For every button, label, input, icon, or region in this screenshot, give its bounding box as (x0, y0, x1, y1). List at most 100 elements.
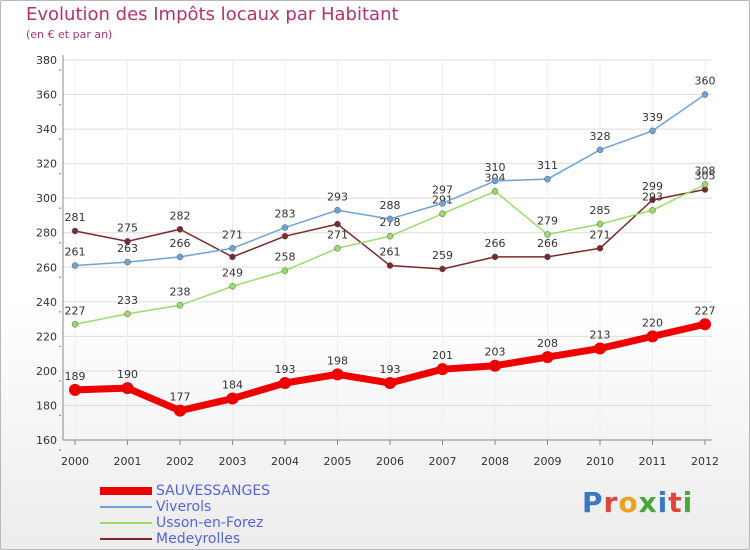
data-point (544, 231, 551, 238)
x-tick-label: 2011 (639, 455, 667, 468)
data-label: 203 (485, 346, 506, 359)
data-point (646, 330, 659, 343)
data-label: 328 (590, 130, 611, 143)
data-point (544, 175, 551, 183)
data-point (384, 377, 396, 389)
data-label: 297 (432, 183, 453, 196)
minor-tick (59, 276, 61, 279)
minor-tick (59, 69, 61, 71)
data-label: 213 (590, 328, 611, 341)
proxiti-logo: Proxiti (582, 486, 693, 519)
data-point (489, 359, 501, 372)
data-label: 360 (695, 75, 716, 88)
data-point (281, 224, 289, 231)
data-label: 190 (117, 368, 138, 381)
x-tick-label: 2003 (219, 455, 247, 468)
data-point (649, 207, 656, 214)
data-label: 227 (65, 304, 86, 317)
x-tick-label: 2012 (691, 455, 719, 468)
data-point (124, 310, 131, 318)
data-label: 259 (432, 249, 453, 262)
data-point (386, 232, 394, 240)
legend-label: Usson-en-Forez (156, 515, 264, 531)
data-label: 293 (327, 190, 348, 203)
data-point (541, 351, 554, 364)
data-label: 198 (327, 354, 348, 367)
x-tick-label: 2009 (534, 455, 562, 468)
data-point (176, 302, 184, 309)
chart-title: Evolution des Impôts locaux par Habitant (26, 4, 399, 25)
data-label: 293 (642, 190, 663, 203)
data-point (386, 262, 394, 269)
data-label: 282 (170, 209, 191, 222)
data-label: 193 (380, 363, 401, 376)
data-point (71, 262, 79, 269)
minor-tick (59, 311, 61, 313)
data-point (176, 253, 184, 261)
logo-letter: r (603, 486, 619, 519)
data-label: 271 (590, 228, 611, 241)
legend-swatch (100, 506, 152, 508)
logo-letter: P (582, 486, 604, 519)
data-point (229, 253, 236, 261)
data-label: 308 (695, 164, 716, 177)
data-point (334, 245, 341, 252)
data-point (701, 181, 709, 188)
y-tick-label: 180 (36, 399, 57, 412)
data-point (491, 188, 499, 195)
y-tick-label: 260 (36, 261, 57, 274)
minor-tick (59, 138, 61, 140)
data-label: 258 (275, 251, 296, 264)
legend-label: SAUVESSANGES (156, 483, 271, 499)
data-point (491, 177, 499, 185)
data-point (121, 382, 134, 395)
data-label: 208 (537, 337, 558, 350)
x-tick-label: 2007 (429, 455, 457, 468)
legend-item: Usson-en-Forez (100, 515, 360, 531)
data-point (544, 253, 551, 261)
data-point (596, 220, 604, 228)
data-point (386, 215, 394, 223)
line-chart: 160 180 200 220 240 260 280 300 320 340 360 380 2000… (36, 54, 719, 468)
data-point (596, 146, 604, 154)
data-label: 281 (65, 211, 86, 224)
data-label: 189 (65, 370, 86, 383)
data-point (334, 220, 341, 228)
data-point (436, 363, 449, 376)
x-tick-label: 2001 (114, 455, 142, 468)
x-tick-label: 2008 (481, 455, 509, 468)
y-tick-label: 380 (36, 54, 57, 67)
y-tick-label: 340 (36, 123, 57, 136)
data-label: 299 (642, 180, 663, 193)
y-tick-label: 220 (36, 330, 57, 343)
legend-item: Medeyrolles (100, 531, 360, 547)
data-label: 238 (170, 285, 191, 298)
x-tick-label: 2002 (166, 455, 194, 468)
data-label: 266 (170, 237, 191, 250)
legend-swatch (100, 487, 152, 495)
data-point (649, 196, 656, 204)
x-tick-label: 2006 (376, 455, 404, 468)
data-label: 261 (65, 246, 86, 259)
minor-tick (59, 414, 61, 417)
data-label: 275 (117, 221, 138, 234)
logo-letter: o (618, 486, 639, 519)
data-label: 266 (485, 237, 506, 250)
data-point (69, 383, 81, 396)
data-point (71, 321, 79, 328)
legend-swatch (100, 522, 152, 524)
minor-tick (59, 241, 61, 244)
legend-swatch (100, 538, 152, 540)
data-point (491, 253, 499, 261)
data-point (71, 227, 79, 235)
data-point (439, 210, 446, 217)
data-label: 177 (170, 391, 191, 404)
y-tick-label: 360 (36, 89, 57, 102)
data-point (174, 404, 186, 417)
data-label: 233 (117, 294, 138, 307)
data-label: 271 (327, 228, 348, 241)
y-tick-label: 160 (36, 434, 57, 447)
logo-letter: i (657, 486, 669, 519)
data-point (281, 267, 289, 274)
minor-tick (59, 103, 61, 106)
